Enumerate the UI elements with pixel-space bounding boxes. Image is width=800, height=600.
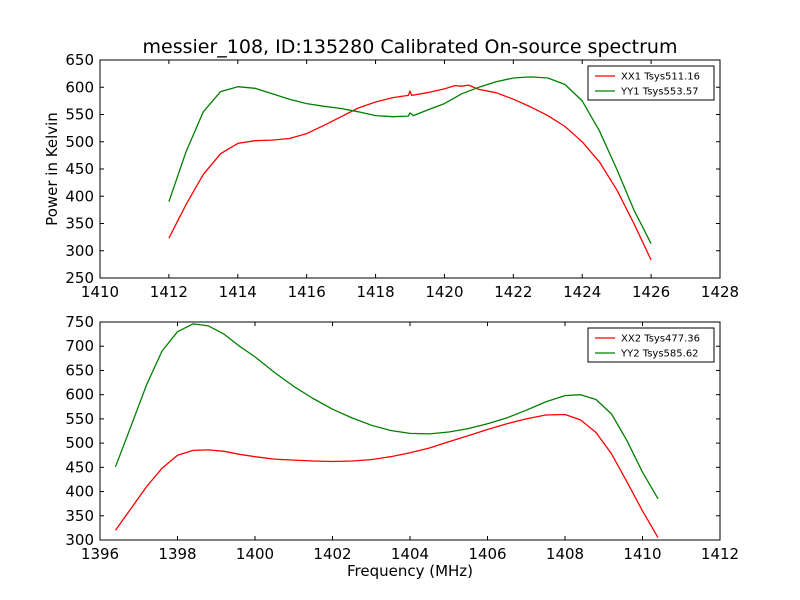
x-tick-label: 1404 — [391, 545, 429, 563]
x-tick-label: 1414 — [219, 283, 257, 301]
x-tick-label: 1428 — [701, 283, 739, 301]
x-tick-label: 1412 — [701, 545, 739, 563]
y-tick-label: 650 — [65, 51, 94, 69]
x-tick-label: 1416 — [288, 283, 326, 301]
x-tick-label: 1424 — [563, 283, 601, 301]
x-tick-label: 1426 — [632, 283, 670, 301]
y-tick-label: 300 — [65, 242, 94, 260]
x-tick-label: 1402 — [313, 545, 351, 563]
y-tick-label: 350 — [65, 507, 94, 525]
y-tick-label: 250 — [65, 269, 94, 287]
x-tick-label: 1410 — [81, 283, 119, 301]
y-tick-label: 550 — [65, 106, 94, 124]
y-axis-label: Power in Kelvin — [43, 112, 61, 226]
y-tick-label: 550 — [65, 410, 94, 428]
x-tick-label: 1396 — [81, 545, 119, 563]
x-axis-label: Frequency (MHz) — [347, 562, 473, 580]
series-line-yy — [114, 323, 659, 500]
legend-box — [587, 65, 715, 101]
x-tick-label: 1410 — [623, 545, 661, 563]
top-spectrum-panel: 1410 1412 1414 1416 1418 1420 1422 1424 1426 1428… — [65, 51, 739, 301]
x-tick-label: 1398 — [158, 545, 196, 563]
series-line-yy — [168, 76, 652, 244]
y-tick-label: 400 — [65, 187, 94, 205]
y-tick-label: 650 — [65, 361, 94, 379]
legend-label: XX2 Tsys477.36 — [621, 334, 700, 345]
series-line-xx — [168, 84, 652, 261]
y-tick-label: 300 — [65, 531, 94, 549]
y-tick-label: 750 — [65, 313, 94, 331]
legend: XX2 Tsys477.36 YY2 Tsys585.62 — [587, 327, 715, 363]
y-tick-label: 400 — [65, 483, 94, 501]
y-tick-label: 500 — [65, 133, 94, 151]
legend-box — [587, 327, 715, 363]
y-tick-label: 700 — [65, 337, 94, 355]
x-tick-label: 1412 — [150, 283, 188, 301]
series-line-xx — [114, 413, 659, 538]
legend-label: YY1 Tsys553.57 — [620, 87, 699, 98]
x-tick-label: 1422 — [494, 283, 532, 301]
x-tick-label: 1406 — [468, 545, 506, 563]
y-tick-label: 450 — [65, 160, 94, 178]
figure-title: messier_108, ID:135280 Calibrated On-sou… — [143, 36, 678, 58]
x-tick-label: 1408 — [546, 545, 584, 563]
x-tick-label: 1418 — [356, 283, 394, 301]
legend: XX1 Tsys511.16 YY1 Tsys553.57 — [587, 65, 715, 101]
legend-label: YY2 Tsys585.62 — [620, 349, 699, 360]
y-tick-label: 350 — [65, 215, 94, 233]
y-tick-label: 500 — [65, 434, 94, 452]
y-tick-label: 450 — [65, 458, 94, 476]
bottom-spectrum-panel: 1396 1398 1400 1402 1404 1406 1408 1410 1412 300 3… — [65, 313, 739, 563]
legend-label: XX1 Tsys511.16 — [621, 72, 700, 83]
x-tick-label: 1400 — [236, 545, 274, 563]
x-tick-label: 1420 — [425, 283, 463, 301]
y-tick-label: 600 — [65, 386, 94, 404]
y-tick-label: 600 — [65, 78, 94, 96]
